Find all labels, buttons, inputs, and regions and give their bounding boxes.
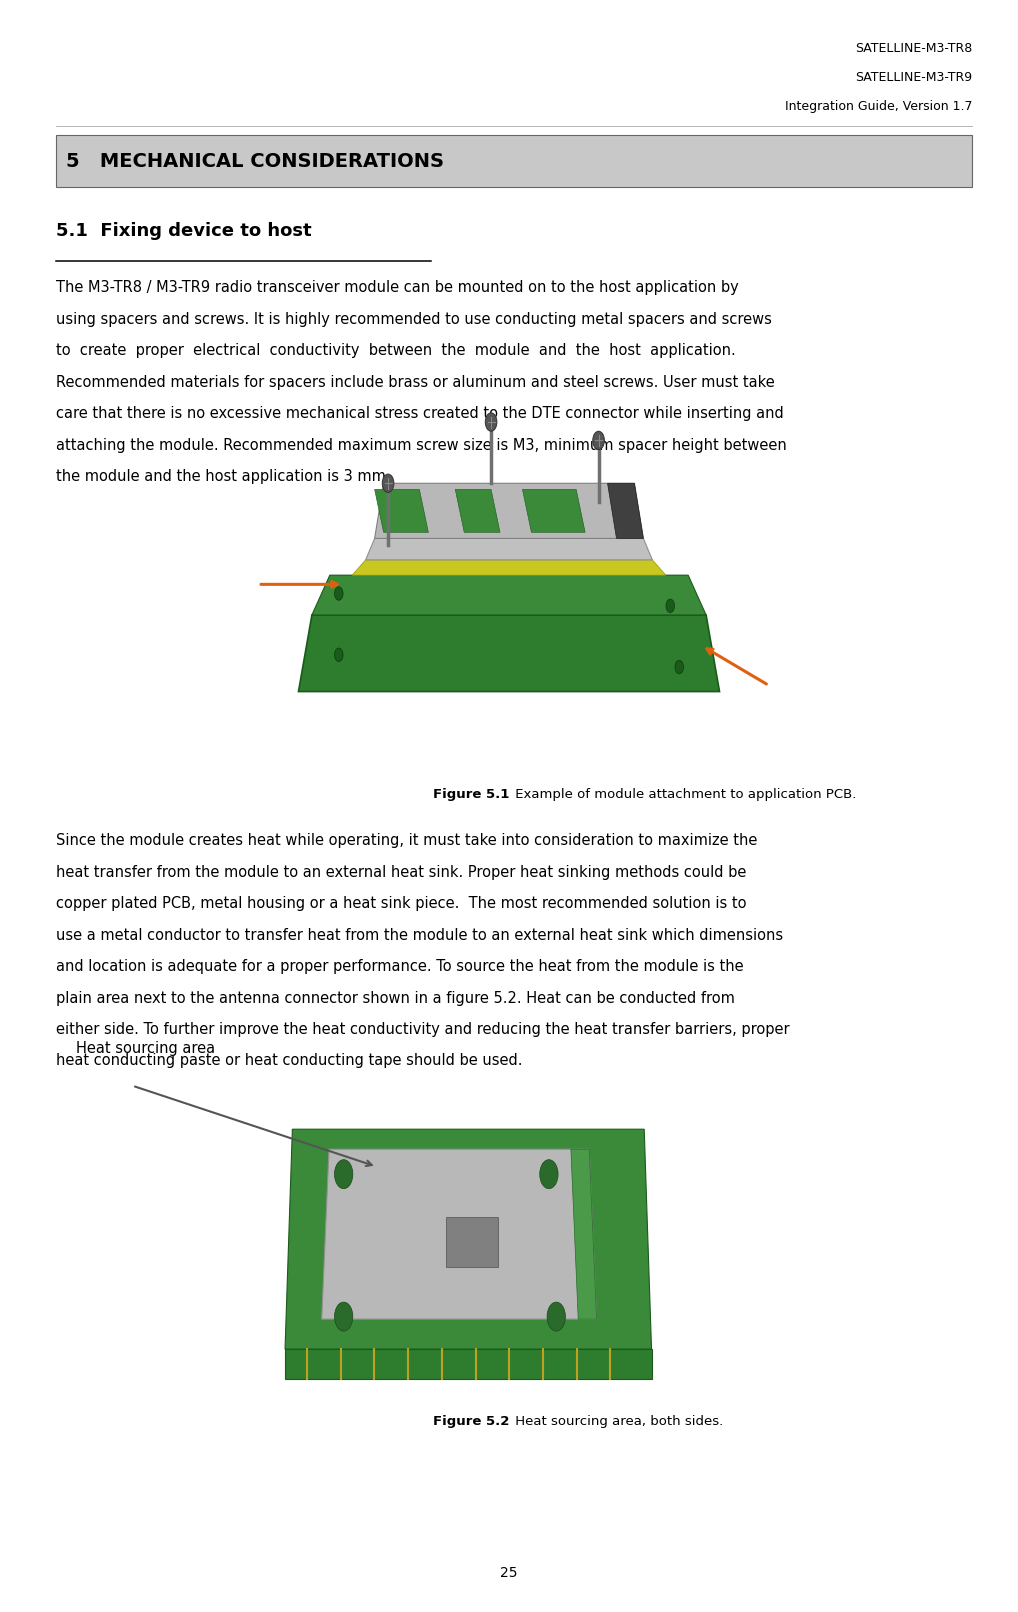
FancyBboxPatch shape bbox=[446, 1217, 498, 1267]
Text: copper plated PCB, metal housing or a heat sink piece.  The most recommended sol: copper plated PCB, metal housing or a he… bbox=[56, 896, 746, 911]
Polygon shape bbox=[365, 538, 653, 559]
Text: attaching the module. Recommended maximum screw size is M3, minimum spacer heigh: attaching the module. Recommended maximu… bbox=[56, 437, 787, 453]
Circle shape bbox=[666, 600, 675, 613]
Text: heat transfer from the module to an external heat sink. Proper heat sinking meth: heat transfer from the module to an exte… bbox=[56, 864, 746, 880]
Text: Example of module attachment to application PCB.: Example of module attachment to applicat… bbox=[511, 788, 856, 801]
Circle shape bbox=[335, 1302, 353, 1332]
Text: Integration Guide, Version 1.7: Integration Guide, Version 1.7 bbox=[785, 100, 972, 113]
Polygon shape bbox=[455, 490, 500, 532]
Text: SATELLINE-M3-TR9: SATELLINE-M3-TR9 bbox=[855, 71, 972, 84]
Circle shape bbox=[335, 1159, 353, 1188]
Polygon shape bbox=[522, 490, 585, 532]
Circle shape bbox=[335, 648, 343, 661]
Text: Heat sourcing area, both sides.: Heat sourcing area, both sides. bbox=[511, 1415, 723, 1428]
Polygon shape bbox=[285, 1349, 652, 1380]
Text: Since the module creates heat while operating, it must take into consideration t: Since the module creates heat while oper… bbox=[56, 833, 757, 848]
Polygon shape bbox=[352, 559, 666, 575]
Polygon shape bbox=[375, 490, 429, 532]
Text: either side. To further improve the heat conductivity and reducing the heat tran: either side. To further improve the heat… bbox=[56, 1022, 790, 1037]
Circle shape bbox=[675, 661, 683, 674]
Text: Heat sourcing area: Heat sourcing area bbox=[76, 1041, 216, 1056]
Polygon shape bbox=[375, 484, 643, 538]
Text: 25: 25 bbox=[500, 1565, 518, 1580]
Text: 5.1  Fixing device to host: 5.1 Fixing device to host bbox=[56, 222, 312, 240]
Polygon shape bbox=[312, 575, 706, 614]
Text: heat conducting paste or heat conducting tape should be used.: heat conducting paste or heat conducting… bbox=[56, 1054, 522, 1069]
Polygon shape bbox=[285, 1130, 652, 1349]
Circle shape bbox=[540, 1159, 558, 1188]
Text: use a metal conductor to transfer heat from the module to an external heat sink : use a metal conductor to transfer heat f… bbox=[56, 929, 783, 943]
Text: Figure 5.2: Figure 5.2 bbox=[433, 1415, 509, 1428]
Text: Figure 5.1: Figure 5.1 bbox=[433, 788, 509, 801]
Circle shape bbox=[383, 474, 394, 492]
Circle shape bbox=[592, 432, 605, 450]
Polygon shape bbox=[322, 1149, 597, 1319]
Text: 5   MECHANICAL CONSIDERATIONS: 5 MECHANICAL CONSIDERATIONS bbox=[66, 152, 444, 171]
Text: care that there is no excessive mechanical stress created to the DTE connector w: care that there is no excessive mechanic… bbox=[56, 406, 784, 421]
FancyBboxPatch shape bbox=[56, 135, 972, 187]
Text: to  create  proper  electrical  conductivity  between  the  module  and  the  ho: to create proper electrical conductivity… bbox=[56, 343, 736, 358]
Text: SATELLINE-M3-TR8: SATELLINE-M3-TR8 bbox=[855, 42, 972, 55]
Text: and location is adequate for a proper performance. To source the heat from the m: and location is adequate for a proper pe… bbox=[56, 959, 743, 974]
Circle shape bbox=[547, 1302, 565, 1332]
Circle shape bbox=[335, 587, 343, 600]
Text: using spacers and screws. It is highly recommended to use conducting metal space: using spacers and screws. It is highly r… bbox=[56, 313, 772, 327]
Polygon shape bbox=[608, 484, 643, 538]
Polygon shape bbox=[298, 614, 720, 692]
Text: The M3-TR8 / M3-TR9 radio transceiver module can be mounted on to the host appli: The M3-TR8 / M3-TR9 radio transceiver mo… bbox=[56, 280, 739, 295]
Text: the module and the host application is 3 mm.: the module and the host application is 3… bbox=[56, 469, 391, 484]
Text: plain area next to the antenna connector shown in a figure 5.2. Heat can be cond: plain area next to the antenna connector… bbox=[56, 990, 735, 1006]
Text: Recommended materials for spacers include brass or aluminum and steel screws. Us: Recommended materials for spacers includ… bbox=[56, 374, 775, 390]
Circle shape bbox=[486, 413, 497, 432]
Polygon shape bbox=[571, 1149, 597, 1319]
